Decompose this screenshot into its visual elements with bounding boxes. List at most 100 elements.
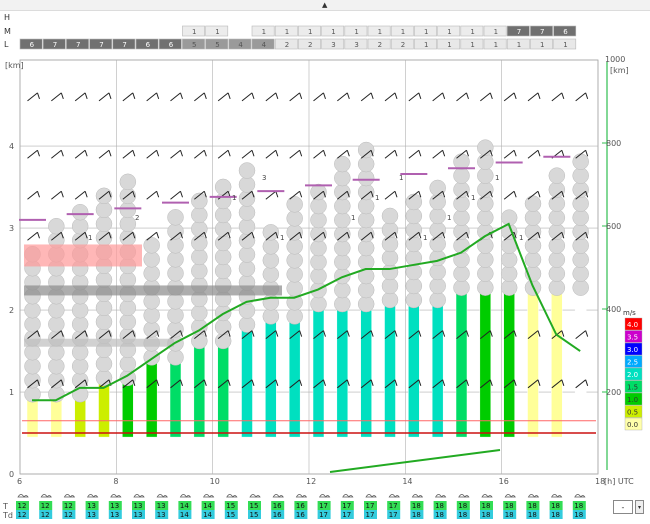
dewpoint-cell — [340, 510, 354, 519]
cloud-value-L: 6 — [146, 41, 151, 49]
column-bar — [50, 399, 63, 438]
wind-barb-flag — [323, 150, 326, 157]
wind-barb-flag — [251, 379, 255, 386]
wind-barb — [217, 149, 229, 159]
cloud-cell-L — [274, 38, 298, 50]
cloud-value-M: 1 — [285, 28, 289, 36]
temp-cell — [155, 501, 169, 510]
cloud-puff — [48, 357, 65, 375]
cloud-value-L: 5 — [215, 41, 219, 49]
cloud-puff — [71, 203, 89, 221]
wind-barb — [122, 231, 134, 241]
dewpoint-value: 13 — [157, 511, 166, 519]
cloud-cell-L — [414, 38, 437, 50]
wind-barb — [313, 92, 324, 102]
cloud-puff — [405, 207, 423, 225]
wind-barb — [74, 92, 86, 102]
cloud-puff — [453, 167, 470, 184]
cloud-value-L: 7 — [99, 41, 103, 49]
wind-barb-flag — [489, 379, 493, 386]
temp-cell — [178, 501, 192, 510]
temp-cell — [294, 501, 308, 510]
cloud-cell-L — [228, 38, 252, 50]
cloud-puff — [24, 357, 41, 375]
collapse-icon[interactable]: ▲ — [322, 1, 328, 9]
wind-barb-flag — [203, 330, 207, 337]
cloud-cell-L — [460, 38, 484, 50]
wind-barb — [98, 379, 110, 389]
wind-barb — [241, 190, 253, 200]
temp-value: 17 — [366, 502, 375, 510]
wind-barb-flag — [585, 232, 589, 239]
wind-barb — [265, 92, 277, 102]
wind-barb-flag — [466, 150, 469, 157]
temp-cell — [526, 501, 540, 510]
wind-barb — [456, 92, 467, 102]
cloud-cell-L — [298, 38, 321, 50]
wind-barb — [170, 379, 181, 389]
cloud-value-M: 1 — [378, 28, 382, 36]
wind-barb — [217, 231, 229, 241]
cloud-cell-L — [89, 38, 113, 50]
wind-barb — [527, 330, 539, 340]
wind-barb-flag — [466, 232, 469, 239]
td-select[interactable]: - — [613, 500, 633, 514]
puff-label: 1 — [519, 234, 523, 242]
cloud-value-M: 1 — [215, 28, 219, 36]
cloud-puff — [71, 315, 89, 333]
x-axis-tick: 16 — [499, 477, 509, 486]
cloud-puff — [548, 265, 566, 282]
cloud-puff — [191, 234, 208, 252]
cloud-puff — [214, 234, 232, 252]
cloud-value-L: 2 — [285, 41, 289, 49]
wind-barb-flag — [323, 92, 326, 100]
dewpoint-value: 14 — [203, 511, 212, 519]
dewpoint-value: 13 — [134, 511, 143, 519]
cloud-puff — [477, 153, 494, 170]
weather-cloud-icon — [110, 494, 122, 498]
cloud-puff — [143, 237, 160, 254]
column-bar — [169, 363, 182, 438]
cloud-value-L: 1 — [517, 41, 521, 49]
cloud-value-L: 7 — [122, 41, 126, 49]
puff-label: 1 — [495, 174, 499, 182]
wind-legend-label: 0.0 — [627, 421, 638, 429]
wind-barb — [551, 231, 563, 241]
low-cloud-layer — [24, 285, 282, 296]
wind-barb-flag — [108, 92, 112, 100]
temp-value: 14 — [203, 502, 212, 510]
cloud-puff — [357, 197, 375, 215]
wind-barb — [74, 231, 86, 241]
dewpoint-value: 18 — [505, 511, 514, 519]
cloud-puff — [119, 299, 137, 317]
wind-legend-label: 3.0 — [627, 346, 638, 354]
wind-barb-flag — [203, 92, 207, 100]
temp-cell — [317, 501, 331, 510]
temp-value: 18 — [528, 502, 537, 510]
wind-legend-swatch — [624, 405, 643, 418]
cloud-puff — [548, 237, 566, 254]
wind-barb-flag — [513, 191, 517, 198]
cloud-puff — [95, 215, 113, 233]
chevron-down-icon[interactable]: ▾ — [635, 500, 644, 514]
mid-cloud-layer — [24, 338, 174, 347]
cloud-value-M: 1 — [494, 28, 498, 36]
wind-barb — [122, 149, 134, 159]
cloud-value-L: 7 — [53, 41, 57, 49]
wind-barb — [360, 379, 372, 389]
wind-barb-flag — [203, 379, 207, 386]
x-axis-tick: 10 — [210, 477, 220, 486]
wind-barb — [98, 330, 110, 340]
weather-cloud-icon — [156, 494, 168, 498]
wind-barb — [74, 330, 86, 340]
wind-barb-flag — [370, 191, 374, 198]
cloud-puff — [167, 307, 184, 324]
weather-cloud-icon — [411, 494, 424, 498]
cloud-puff — [405, 277, 423, 295]
wind-barb — [98, 149, 110, 159]
wind-barb-flag — [156, 92, 160, 100]
cloud-puff — [262, 266, 280, 283]
cloud-puff — [334, 295, 351, 313]
cloud-cell-M — [390, 25, 414, 37]
cloud-puff — [286, 196, 303, 213]
